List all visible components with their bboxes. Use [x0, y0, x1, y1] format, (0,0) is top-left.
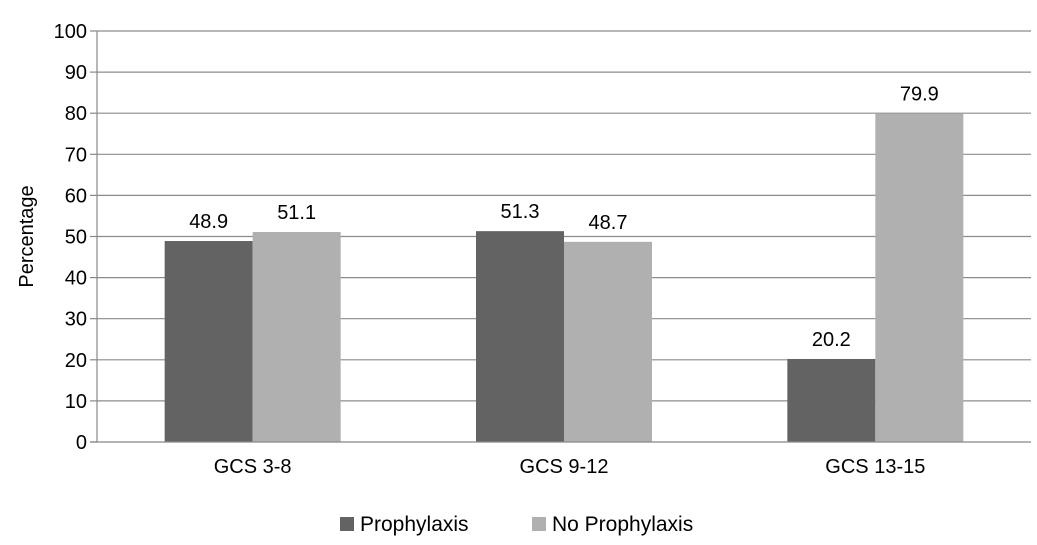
x-category-label: GCS 13-15	[825, 456, 925, 478]
bars: 48.9 51.1 51.3 48.7 20.2 79.9	[164, 84, 964, 443]
y-tick-label: 90	[65, 62, 87, 84]
y-axis-ticks: 0 10 20 30 40 50 60 70 80 90 100	[54, 21, 97, 454]
y-tick-label: 20	[65, 350, 87, 372]
data-label: 79.9	[900, 84, 939, 106]
y-tick-label: 70	[65, 144, 87, 166]
legend-swatch	[340, 517, 354, 531]
bar	[787, 358, 876, 442]
y-tick-label: 50	[65, 227, 87, 249]
y-tick-label: 100	[54, 21, 87, 43]
data-label: 48.9	[189, 211, 228, 233]
y-tick-label: 80	[65, 103, 87, 125]
bar	[164, 241, 253, 442]
legend: Prophylaxis No Prophylaxis	[340, 513, 693, 536]
x-axis-categories: GCS 3-8 GCS 9-12 GCS 13-15	[214, 456, 926, 478]
data-label: 51.1	[277, 202, 316, 224]
x-category-label: GCS 9-12	[520, 456, 609, 478]
legend-swatch	[532, 517, 546, 531]
data-label: 51.3	[501, 201, 540, 223]
bar	[476, 231, 564, 442]
y-tick-label: 30	[65, 309, 87, 331]
y-tick-label: 60	[65, 185, 87, 207]
bar	[875, 113, 964, 443]
legend-label: No Prophylaxis	[552, 513, 693, 536]
y-tick-label: 0	[76, 432, 87, 454]
data-label: 48.7	[589, 212, 628, 234]
x-category-label: GCS 3-8	[214, 456, 292, 478]
data-label: 20.2	[812, 329, 851, 351]
y-tick-label: 40	[65, 268, 87, 290]
bar	[252, 231, 341, 442]
y-axis-title: Percentage	[16, 185, 38, 287]
legend-label: Prophylaxis	[360, 513, 469, 536]
bar	[564, 241, 652, 442]
y-tick-label: 10	[65, 391, 87, 413]
